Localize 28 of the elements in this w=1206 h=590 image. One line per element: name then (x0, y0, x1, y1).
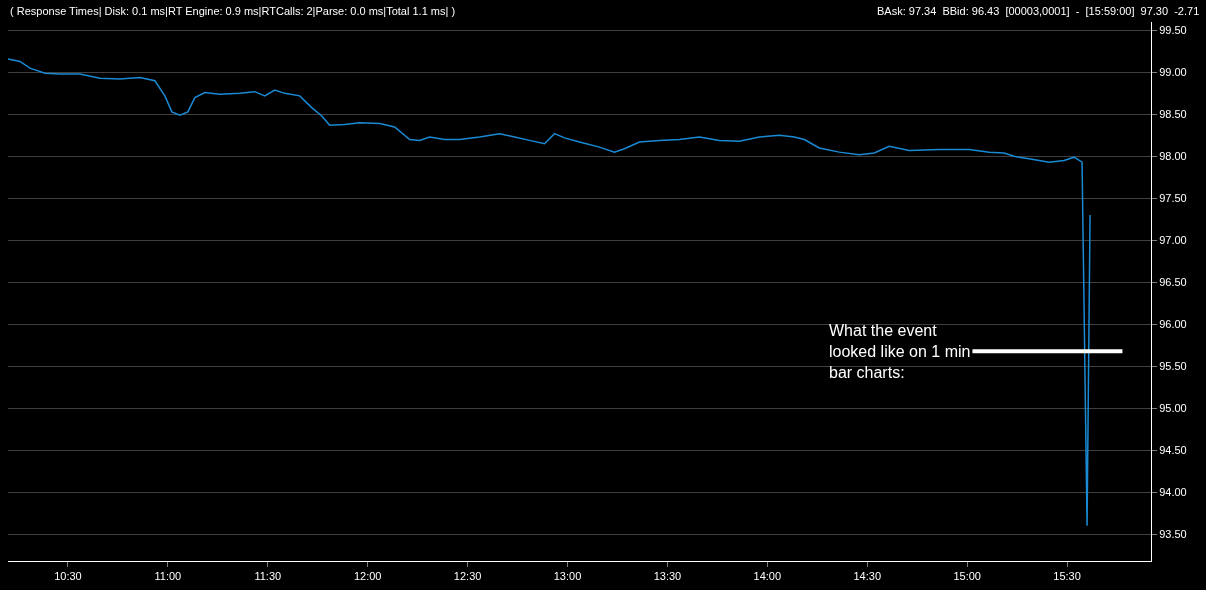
y-tick-label: 93.50 (1159, 527, 1187, 540)
x-tick-label: 12:00 (353, 570, 382, 583)
x-tick-label: 11:00 (154, 570, 182, 583)
y-tick-label: 99.50 (1159, 24, 1187, 37)
y-tick-label: 99.00 (1159, 66, 1187, 79)
y-tick-label: 95.50 (1159, 360, 1187, 373)
y-tick-label: 96.50 (1159, 276, 1187, 289)
y-tick-label: 94.00 (1159, 486, 1187, 499)
x-tick-label: 13:30 (653, 570, 682, 583)
x-tick-label: 12:30 (453, 570, 482, 583)
x-tick-label: 13:00 (553, 570, 582, 583)
y-tick-label: 97.00 (1159, 234, 1187, 247)
x-tick-label: 14:00 (753, 570, 782, 583)
x-tick-label: 11:30 (254, 570, 282, 583)
chart-subtitle: ( Response Times| Disk: 0.1 ms|RT Engine: 0.9 ms|RTCalls: 2|Parse: 0.0 ms|Total 1.1 ms| ) (10, 5, 456, 17)
x-tick-label: 15:00 (953, 570, 981, 583)
line-series (8, 58, 1091, 527)
y-tick-label: 98.50 (1159, 108, 1187, 121)
y-tick-label: 98.00 (1159, 150, 1187, 163)
x-tick-label: 15:30 (1053, 570, 1081, 583)
y-tick-label: 97.50 (1159, 192, 1187, 205)
y-tick-label: 96.00 (1159, 318, 1187, 331)
text: BAsk: 97.34 BBid: 96.43 [00003,0001] - [15:59:00] 97.30 -2.71 (877, 5, 1200, 17)
x-tick-label: 14:30 (853, 570, 882, 583)
y-tick-label: 95.00 (1159, 402, 1187, 415)
x-tick-label: 10:30 (54, 570, 82, 583)
y-tick-label: 94.50 (1159, 444, 1187, 457)
annotation: What the event looked like on 1 min bar charts: (829, 322, 971, 381)
